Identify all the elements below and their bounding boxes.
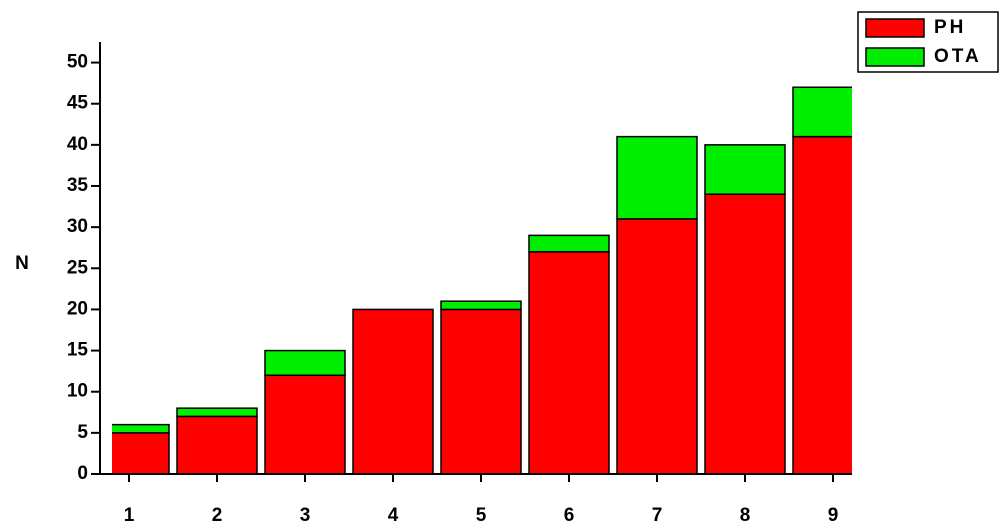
y-tick-label: 30 (67, 216, 88, 237)
bar-segment (176, 407, 258, 418)
y-tick-label: 45 (67, 93, 89, 114)
y-tick-label: 40 (67, 134, 88, 155)
bar-segment (616, 218, 698, 475)
bar-segment (440, 300, 522, 311)
bar-segment (792, 135, 852, 475)
x-tick-label: 3 (300, 505, 311, 526)
bar-segment (352, 308, 434, 475)
y-tick-label: 5 (77, 422, 88, 443)
x-tick-label: 1 (124, 505, 135, 526)
bar-segment (264, 374, 346, 475)
x-tick-label: 8 (740, 505, 751, 526)
y-tick-label: 15 (67, 340, 89, 361)
x-tick-label: 7 (652, 505, 663, 526)
bar-segment (528, 251, 610, 475)
x-tick-label: 9 (828, 505, 839, 526)
y-tick-label: 0 (77, 463, 88, 484)
bar-segment (176, 415, 258, 475)
bar-segment (704, 144, 786, 195)
bar-segment (440, 308, 522, 475)
y-axis-label: N (15, 253, 29, 274)
bar-segment (704, 193, 786, 475)
bar-segment (112, 432, 170, 475)
y-tick-label: 20 (67, 298, 88, 319)
x-tick-label: 2 (212, 505, 223, 526)
y-tick-label: 25 (67, 257, 89, 278)
legend-label: PH (934, 17, 966, 38)
y-tick-label: 50 (67, 52, 88, 73)
x-tick-label: 5 (476, 505, 487, 526)
bar-segment (792, 86, 852, 138)
bar-segment (616, 135, 698, 220)
legend-label: OTA (934, 46, 982, 67)
x-tick-label: 6 (564, 505, 575, 526)
y-tick-label: 10 (67, 381, 88, 402)
bar-segment (528, 234, 610, 253)
bar-segment (264, 349, 346, 377)
legend-swatch (865, 18, 925, 38)
legend-swatch (865, 47, 925, 67)
bar-segment (112, 423, 170, 434)
y-tick-label: 35 (67, 175, 89, 196)
plot-area (112, 86, 852, 475)
x-tick-label: 4 (388, 505, 399, 526)
